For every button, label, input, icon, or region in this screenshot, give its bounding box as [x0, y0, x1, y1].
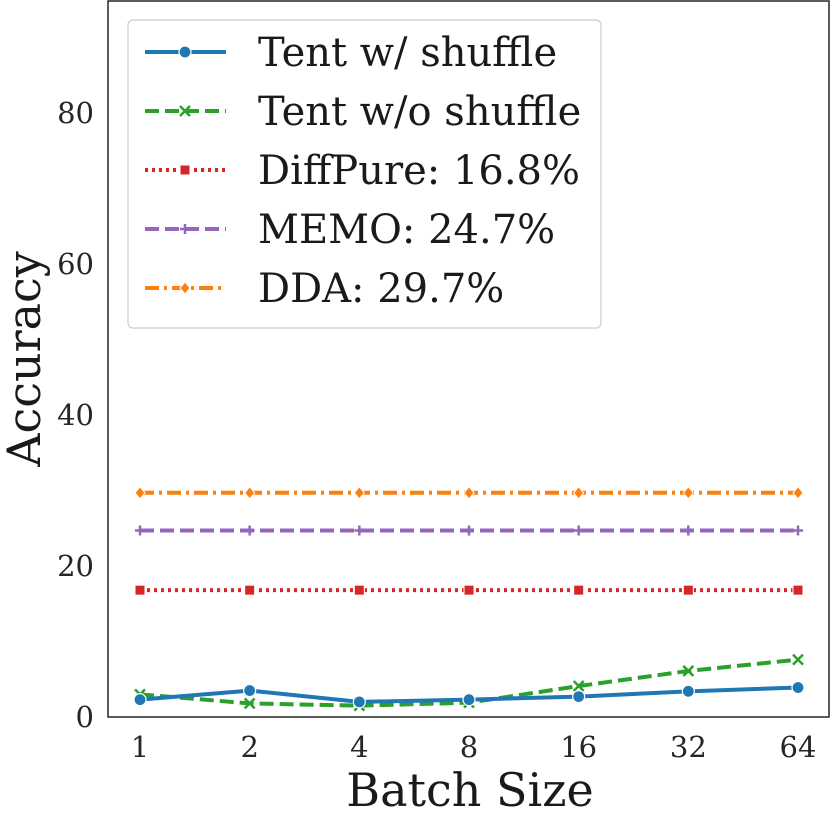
legend-item: DiffPure: 16.8%: [145, 148, 580, 194]
legend-label: Tent w/o shuffle: [258, 89, 581, 135]
circle-marker: [462, 693, 476, 707]
square-marker: [353, 584, 365, 596]
plus-marker: [464, 525, 474, 536]
series-0: [133, 680, 805, 709]
y-tick-label: 40: [57, 398, 94, 432]
diamond-marker: [682, 485, 694, 500]
square-marker: [134, 584, 146, 596]
legend-item: DDA: 29.7%: [145, 266, 504, 312]
legend-box: [127, 19, 602, 329]
x-tick-labels: 1 2 4 8 16 32 64: [131, 730, 817, 764]
y-tick-label: 60: [57, 247, 94, 281]
diamond-marker: [353, 485, 365, 500]
y-tick-label: 20: [57, 549, 94, 583]
y-axis-title: Accuracy: [0, 251, 51, 468]
series-2: [134, 584, 804, 596]
circle-marker: [133, 693, 147, 707]
y-tick-labels: 0 20 40 60 80: [57, 96, 94, 734]
circle-marker: [681, 684, 695, 698]
legend-label: Tent w/ shuffle: [258, 30, 557, 76]
series-3: [135, 525, 803, 536]
x-tick-label: 8: [460, 730, 478, 764]
legend-label: DiffPure: 16.8%: [258, 148, 580, 194]
x-marker: [243, 697, 256, 710]
legend-label: MEMO: 24.7%: [258, 207, 555, 253]
plus-marker: [135, 525, 145, 536]
x-tick-label: 16: [560, 730, 597, 764]
x-axis-title: Batch Size: [346, 763, 593, 816]
plus-marker: [354, 525, 365, 536]
diamond-marker: [573, 485, 585, 500]
square-marker: [179, 164, 191, 176]
legend-label: DDA: 29.7%: [258, 266, 504, 312]
diamond-marker: [244, 485, 256, 500]
legend-item: Tent w/ shuffle: [145, 30, 557, 76]
circle-marker: [352, 695, 366, 709]
square-marker: [792, 584, 804, 596]
circle-marker: [572, 690, 586, 704]
diamond-marker: [463, 485, 475, 500]
series-layer: [133, 485, 805, 712]
y-tick-label: 80: [57, 96, 94, 130]
x-tick-label: 2: [240, 730, 258, 764]
circle-marker: [791, 680, 805, 695]
plot-frame: [107, 0, 830, 718]
x-marker: [792, 653, 804, 666]
x-tick-label: 1: [131, 730, 149, 764]
square-marker: [682, 584, 694, 596]
plus-marker: [244, 525, 255, 536]
circle-marker: [178, 45, 192, 59]
diamond-marker: [792, 485, 804, 500]
x-tick-label: 32: [670, 730, 707, 764]
x-tick-label: 4: [350, 730, 368, 764]
y-tick-label: 0: [76, 700, 94, 734]
square-marker: [463, 584, 475, 596]
plus-marker: [683, 525, 694, 536]
legend-item: Tent w/o shuffle: [145, 89, 581, 135]
legend: Tent w/ shuffle Tent w/o shuffle DiffPure:…: [127, 19, 602, 329]
diamond-marker: [134, 485, 146, 500]
plus-marker: [573, 525, 584, 536]
square-marker: [573, 584, 585, 596]
diamond-marker: [179, 281, 191, 295]
plus-marker: [793, 525, 803, 536]
series-4: [134, 485, 804, 500]
x-marker: [572, 680, 585, 692]
x-marker: [682, 665, 695, 677]
x-tick-label: 64: [780, 730, 817, 764]
x-marker: [179, 105, 191, 117]
legend-item: MEMO: 24.7%: [145, 207, 555, 253]
plus-marker: [180, 224, 190, 234]
circle-marker: [243, 683, 257, 698]
square-marker: [244, 584, 256, 596]
